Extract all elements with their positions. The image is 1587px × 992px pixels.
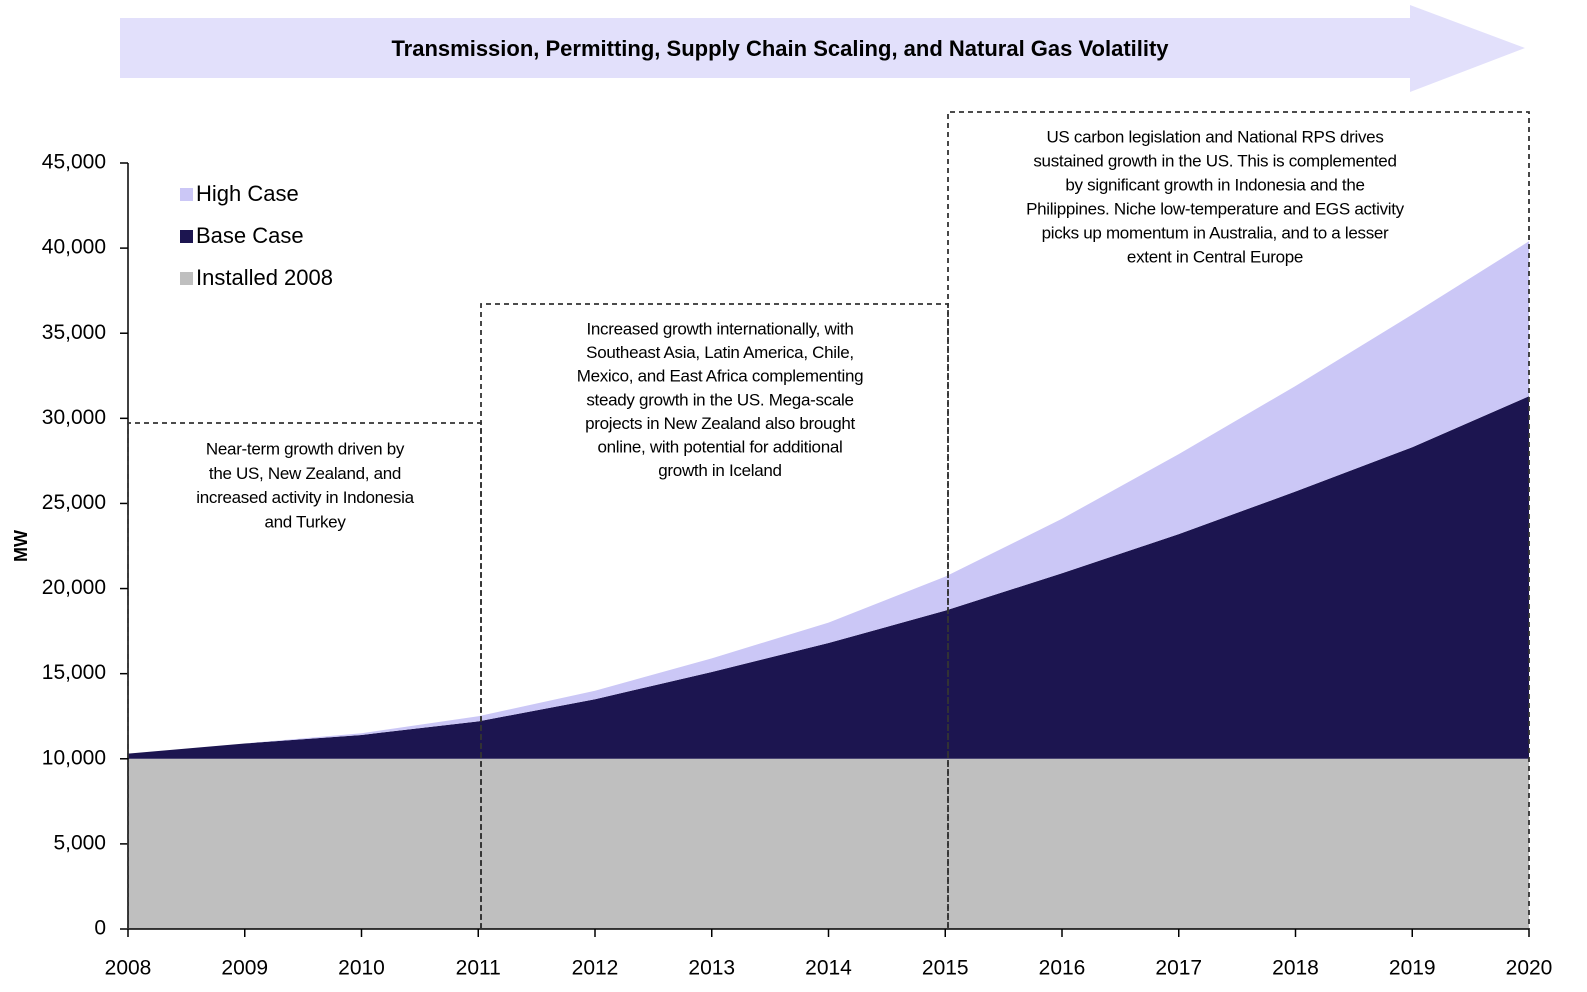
x-tick-label: 2018 bbox=[1272, 957, 1319, 980]
x-tick-label: 2014 bbox=[805, 957, 852, 980]
x-tick-label: 2011 bbox=[456, 957, 501, 980]
legend-label: Installed 2008 bbox=[196, 265, 333, 290]
annotation-text: online, with potential for additional bbox=[597, 437, 842, 456]
annotation-text: steady growth in the US. Mega-scale bbox=[586, 390, 853, 409]
x-tick-label: 2010 bbox=[338, 957, 385, 980]
y-tick-label: 45,000 bbox=[42, 151, 106, 174]
y-tick-label: 0 bbox=[94, 917, 106, 940]
area bbox=[128, 758, 1529, 929]
annotation-text: Southeast Asia, Latin America, Chile, bbox=[586, 343, 854, 362]
annotation-text: growth in Iceland bbox=[658, 461, 781, 480]
y-tick-label: 5,000 bbox=[53, 831, 106, 854]
annotation-text: extent in Central Europe bbox=[1127, 247, 1303, 266]
y-tick-label: 15,000 bbox=[42, 661, 106, 684]
annotation-text: the US, New Zealand, and bbox=[209, 464, 401, 483]
x-tick-label: 2008 bbox=[105, 957, 152, 980]
x-tick-label: 2015 bbox=[922, 957, 969, 980]
annotation-text: Mexico, and East Africa complementing bbox=[577, 367, 864, 386]
y-tick-label: 35,000 bbox=[42, 321, 106, 344]
annotation-text: Near-term growth driven by bbox=[206, 439, 405, 458]
annotation-text: and Turkey bbox=[264, 512, 346, 531]
annotation-text: by significant growth in Indonesia and t… bbox=[1065, 175, 1364, 194]
annotation-box bbox=[480, 303, 949, 929]
x-tick-label: 2020 bbox=[1506, 957, 1553, 980]
banner-arrow bbox=[120, 5, 1525, 92]
x-tick-label: 2019 bbox=[1389, 957, 1436, 980]
y-tick-label: 25,000 bbox=[42, 491, 106, 514]
y-tick-label: 20,000 bbox=[42, 576, 106, 599]
annotation-text: picks up momentum in Australia, and to a… bbox=[1042, 223, 1389, 242]
annotation-text: increased activity in Indonesia bbox=[196, 488, 414, 507]
annotation-text: Philippines. Niche low-temperature and E… bbox=[1026, 199, 1405, 218]
x-tick-label: 2017 bbox=[1155, 957, 1202, 980]
legend-swatch bbox=[180, 272, 193, 285]
x-tick-label: 2013 bbox=[688, 957, 735, 980]
legend-swatch bbox=[180, 230, 193, 243]
y-tick-label: 40,000 bbox=[42, 236, 106, 259]
area bbox=[128, 396, 1529, 759]
annotation-text: Increased growth internationally, with bbox=[586, 319, 853, 338]
area bbox=[128, 241, 1529, 754]
annotation-text: US carbon legislation and National RPS d… bbox=[1046, 127, 1383, 146]
banner-text: Transmission, Permitting, Supply Chain S… bbox=[391, 36, 1169, 61]
legend-swatch bbox=[180, 188, 193, 201]
y-tick-label: 10,000 bbox=[42, 746, 106, 769]
annotation-box bbox=[947, 111, 1530, 929]
x-tick-label: 2012 bbox=[572, 957, 619, 980]
x-tick-label: 2009 bbox=[221, 957, 268, 980]
legend-label: High Case bbox=[196, 181, 299, 206]
annotation-text: sustained growth in the US. This is comp… bbox=[1033, 151, 1396, 170]
legend-label: Base Case bbox=[196, 223, 304, 248]
y-tick-label: 30,000 bbox=[42, 406, 106, 429]
y-axis-label: MW bbox=[11, 530, 31, 562]
annotation-text: projects in New Zealand also brought bbox=[585, 414, 855, 433]
x-tick-label: 2016 bbox=[1039, 957, 1086, 980]
